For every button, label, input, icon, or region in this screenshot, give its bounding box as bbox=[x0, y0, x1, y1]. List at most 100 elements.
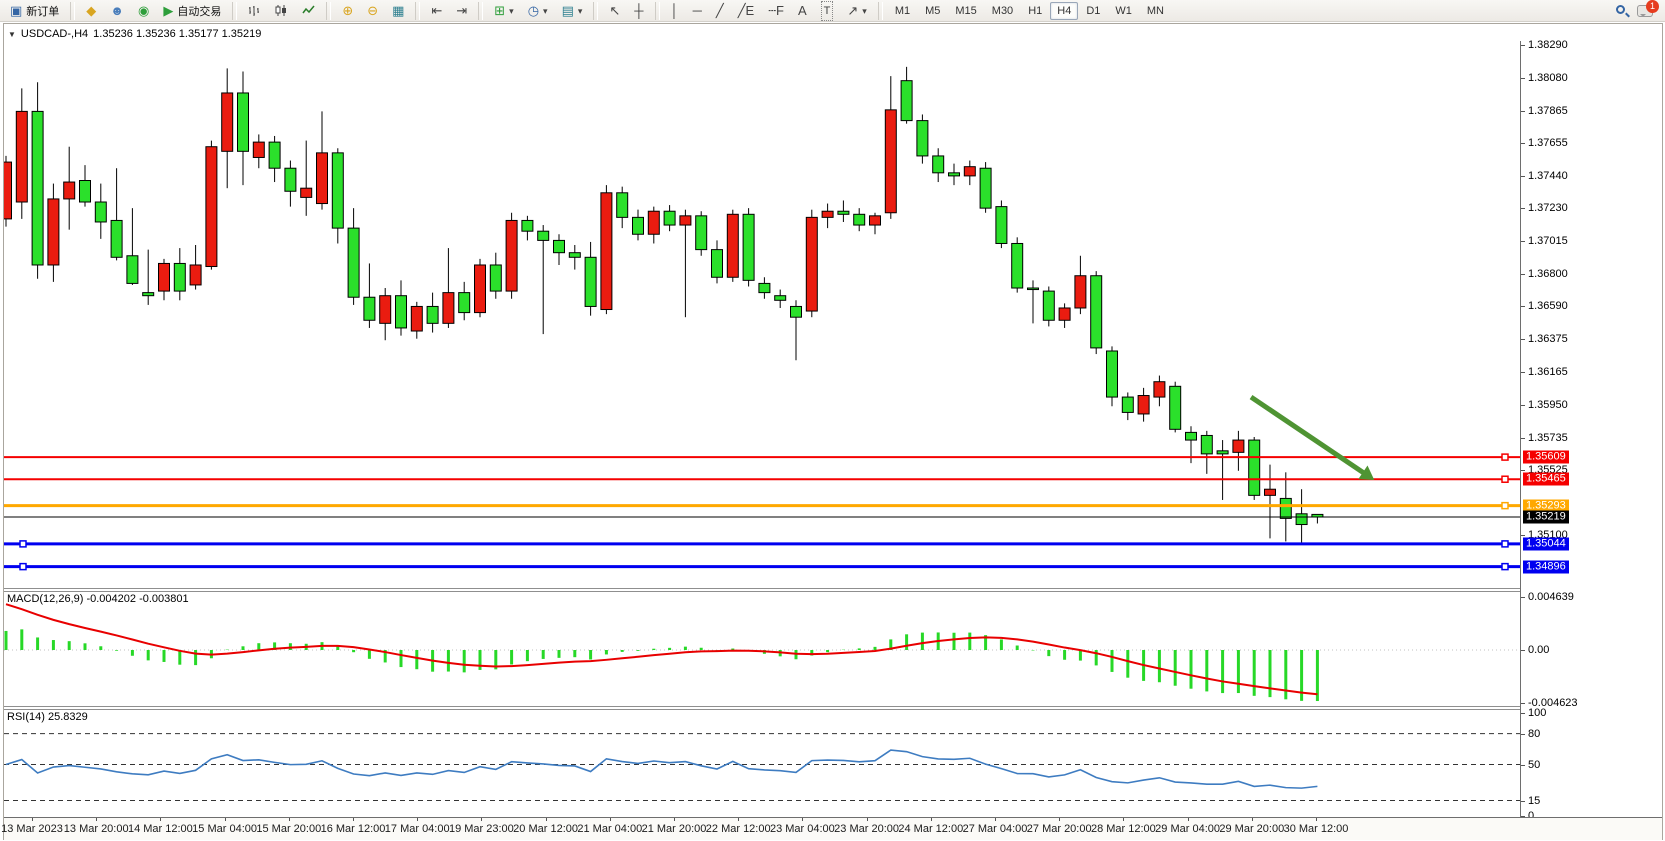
candle bbox=[1027, 280, 1039, 324]
time-tick bbox=[738, 818, 740, 821]
timeframe-h1[interactable]: H1 bbox=[1028, 4, 1043, 17]
period-dropdown[interactable]: ◷ ▾ bbox=[522, 1, 554, 21]
rsi-level-label: 100 bbox=[1528, 707, 1547, 719]
line-handle[interactable] bbox=[1501, 475, 1509, 483]
time-axis[interactable]: 13 Mar 2023 13 Mar 20:00 14 Mar 12:00 15 Ma… bbox=[1, 817, 1662, 840]
candle bbox=[632, 209, 644, 241]
candle bbox=[1216, 440, 1229, 500]
timeframe-d1[interactable]: D1 bbox=[1086, 4, 1101, 17]
trend-line-tool[interactable]: ╱ bbox=[710, 1, 730, 21]
pane-separator[interactable] bbox=[4, 588, 1520, 592]
timeframe-m5[interactable]: M5 bbox=[925, 4, 941, 17]
price-tick-label: 1.36590 bbox=[1528, 300, 1568, 313]
axis-tick bbox=[1521, 437, 1525, 439]
timeframe-m30[interactable]: M30 bbox=[991, 4, 1014, 17]
candle bbox=[1232, 430, 1245, 471]
pane-separator[interactable] bbox=[4, 706, 1520, 710]
price-line-label: 1.35044 bbox=[1523, 537, 1569, 551]
axis-tick bbox=[1521, 306, 1525, 308]
collapse-icon[interactable]: ▼ bbox=[8, 29, 16, 39]
candle bbox=[695, 211, 708, 256]
candlestick-chart-button[interactable] bbox=[269, 1, 294, 21]
rsi-level-label: 80 bbox=[1528, 727, 1541, 740]
templates-dropdown[interactable]: ▤ ▾ bbox=[556, 1, 589, 21]
trend-arrow-head[interactable] bbox=[1358, 465, 1375, 480]
new-chart-dropdown[interactable]: ⊞ ▾ bbox=[488, 1, 519, 21]
timeframe-h4[interactable]: H4 bbox=[1050, 1, 1079, 20]
line-handle[interactable] bbox=[19, 562, 27, 571]
fibonacci-tool[interactable]: ┄F bbox=[762, 1, 790, 21]
timeframe-mn[interactable]: MN bbox=[1146, 4, 1164, 17]
line-chart-icon bbox=[302, 5, 315, 14]
time-tick bbox=[866, 818, 868, 821]
autotrade-label: 自动交易 bbox=[177, 5, 222, 18]
vertical-line-tool[interactable]: │ bbox=[665, 1, 685, 21]
line-chart-button[interactable] bbox=[296, 1, 321, 21]
candle bbox=[663, 205, 676, 232]
time-label: 13 Mar 2023 bbox=[1, 823, 63, 835]
candle bbox=[442, 248, 455, 328]
horizontal-line-icon: ─ bbox=[692, 2, 702, 18]
auto-scroll-button[interactable]: ⇥ bbox=[450, 1, 473, 21]
axis-tick bbox=[1521, 175, 1525, 177]
seal-button[interactable]: ◆ bbox=[80, 1, 102, 21]
notification-badge: 1 bbox=[1646, 0, 1659, 13]
chat-icon[interactable]: 1 bbox=[1637, 0, 1659, 17]
price-tick-label: 1.36165 bbox=[1528, 365, 1568, 378]
time-label: 13 Mar 20:00 bbox=[63, 823, 129, 835]
chevron-down-icon: ▾ bbox=[543, 5, 548, 16]
candle bbox=[142, 249, 155, 305]
text-label-tool[interactable]: T bbox=[815, 0, 840, 21]
candle bbox=[584, 241, 597, 316]
macd-axis-label: 0.00 bbox=[1528, 644, 1550, 656]
zoom-in-icon: ⊕ bbox=[342, 2, 354, 18]
community-button[interactable]: ◉ bbox=[132, 1, 155, 21]
zoom-in-button[interactable]: ⊕ bbox=[336, 1, 359, 21]
line-handle[interactable] bbox=[1501, 540, 1509, 548]
line-handle[interactable] bbox=[19, 540, 27, 548]
line-handle[interactable] bbox=[1501, 501, 1509, 510]
channel-tool[interactable]: ╱E bbox=[732, 1, 761, 21]
candle bbox=[300, 140, 313, 216]
time-tick bbox=[802, 818, 804, 821]
time-tick bbox=[96, 818, 98, 821]
timeframe-w1[interactable]: W1 bbox=[1115, 4, 1132, 17]
new-order-button[interactable]: ▣ 新订单 bbox=[4, 1, 65, 21]
bar-chart-button[interactable] bbox=[242, 1, 267, 21]
chart-title-bar[interactable]: ▼ USDCAD-,H4 1.35236 1.35236 1.35177 1.3… bbox=[8, 27, 261, 41]
toolbar-separator bbox=[415, 1, 421, 20]
text-tool[interactable]: A bbox=[792, 1, 813, 21]
line-handle[interactable] bbox=[1501, 453, 1509, 461]
candle bbox=[363, 263, 376, 328]
axis-tick bbox=[1521, 339, 1525, 341]
time-label: 30 Mar 12:00 bbox=[1283, 823, 1349, 835]
time-tick bbox=[224, 818, 226, 821]
cursor-tool-button[interactable]: ↖ bbox=[603, 1, 626, 21]
autotrade-button[interactable]: ▶ 自动交易 bbox=[157, 1, 227, 21]
price-line-label: 1.34896 bbox=[1523, 560, 1569, 574]
trend-arrow[interactable] bbox=[1249, 394, 1368, 477]
timeframe-m15[interactable]: M15 bbox=[955, 4, 977, 17]
line-handle[interactable] bbox=[1501, 562, 1509, 571]
candle bbox=[758, 277, 771, 299]
chart-shift-button[interactable]: ⇤ bbox=[425, 1, 448, 21]
price-axis[interactable]: 1.38290 1.38080 1.37865 1.37655 1.37440 1.372… bbox=[1521, 24, 1662, 841]
candle bbox=[537, 225, 550, 335]
time-label: 15 Mar 04:00 bbox=[192, 823, 258, 835]
rsi-pane bbox=[4, 733, 1520, 802]
profile-button[interactable]: ☻ bbox=[104, 1, 130, 21]
horizontal-line-tool[interactable]: ─ bbox=[687, 1, 708, 21]
crosshair-tool-button[interactable]: ┼ bbox=[628, 1, 649, 21]
timeframe-m1[interactable]: M1 bbox=[894, 4, 911, 17]
arrows-tool-dropdown[interactable]: ↗ ▾ bbox=[841, 1, 872, 21]
chevron-down-icon: ▾ bbox=[862, 5, 867, 16]
chevron-down-icon: ▾ bbox=[509, 5, 514, 16]
time-tick bbox=[1187, 818, 1189, 821]
tile-windows-button[interactable]: ▦ bbox=[386, 1, 410, 21]
search-icon[interactable] bbox=[1615, 4, 1630, 18]
candle bbox=[963, 160, 976, 186]
zoom-out-button[interactable]: ⊖ bbox=[361, 1, 384, 21]
candle bbox=[600, 185, 613, 315]
time-tick bbox=[160, 818, 162, 821]
time-label: 20 Mar 12:00 bbox=[513, 823, 579, 835]
